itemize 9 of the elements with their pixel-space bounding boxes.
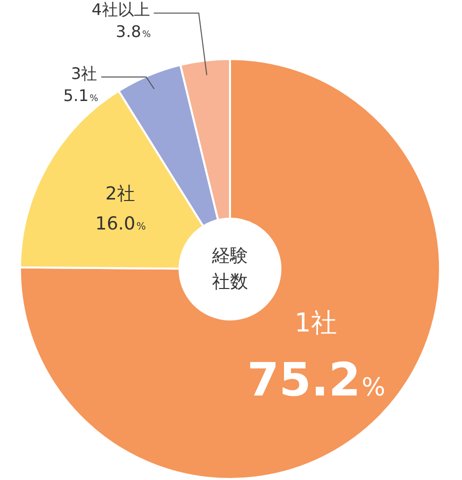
slice-label: 1社 [294, 308, 338, 338]
slice-label: 4社以上 [92, 0, 150, 20]
slice-label: 3社 [71, 64, 98, 84]
data-label: 5.1% [63, 86, 99, 106]
slice-label: 2社 [105, 183, 135, 204]
text: 経験社数 [211, 246, 248, 293]
data-label: 75.2% [247, 352, 386, 406]
data-label: 16.0% [95, 213, 146, 234]
data-label: 3.8% [116, 22, 152, 42]
